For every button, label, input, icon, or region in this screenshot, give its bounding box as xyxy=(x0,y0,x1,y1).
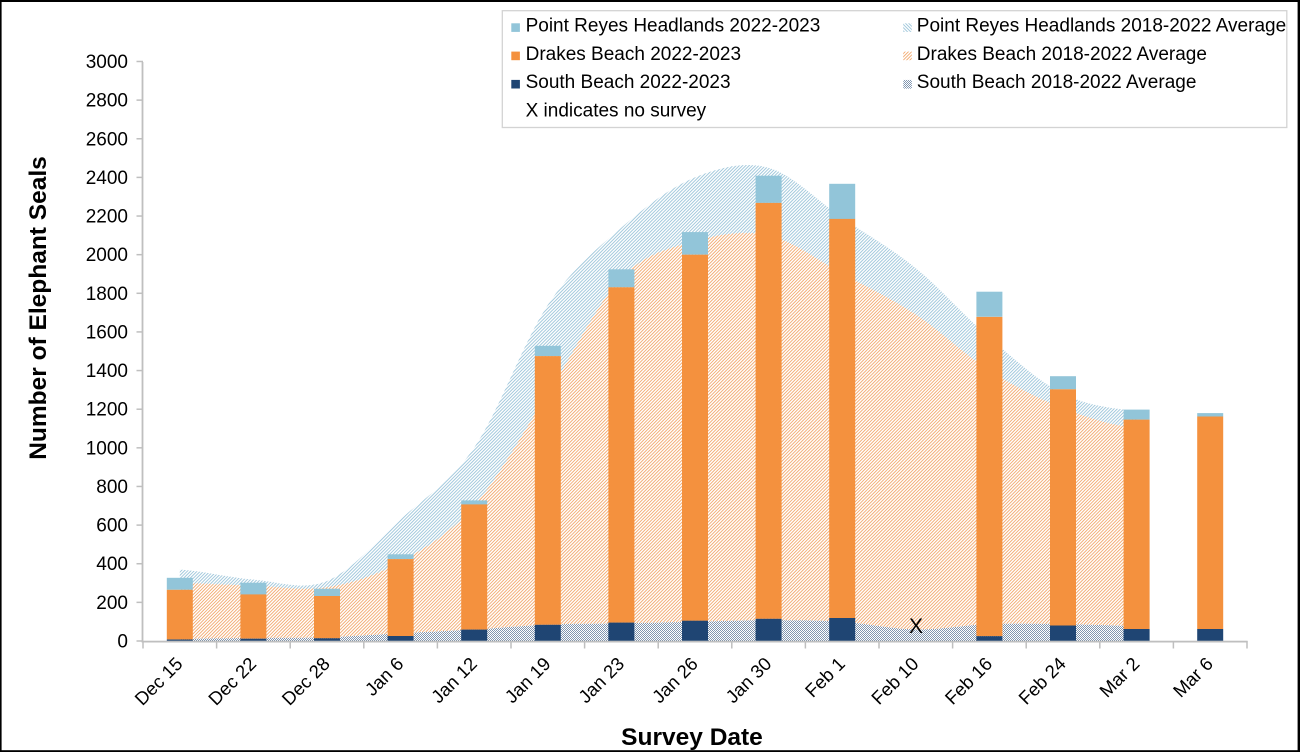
svg-text:X: X xyxy=(909,615,923,638)
svg-text:2800: 2800 xyxy=(86,91,128,112)
svg-text:1600: 1600 xyxy=(86,322,128,343)
svg-text:2200: 2200 xyxy=(86,207,128,228)
svg-text:2000: 2000 xyxy=(86,245,128,266)
svg-text:Drakes Beach 2022-2023: Drakes Beach 2022-2023 xyxy=(526,44,741,65)
svg-text:0: 0 xyxy=(117,632,128,653)
svg-text:800: 800 xyxy=(96,477,128,498)
svg-text:Number of Elephant Seals: Number of Elephant Seals xyxy=(25,156,52,460)
svg-text:600: 600 xyxy=(96,516,128,537)
svg-text:1200: 1200 xyxy=(86,400,128,421)
svg-text:3000: 3000 xyxy=(86,52,128,73)
svg-text:X indicates no survey: X indicates no survey xyxy=(526,101,707,122)
svg-text:Drakes Beach 2018-2022 Average: Drakes Beach 2018-2022 Average xyxy=(917,44,1207,65)
svg-text:1000: 1000 xyxy=(86,438,128,459)
svg-text:2600: 2600 xyxy=(86,129,128,150)
svg-text:Point Reyes Headlands 2022-202: Point Reyes Headlands 2022-2023 xyxy=(526,16,821,37)
svg-text:Survey Date: Survey Date xyxy=(621,724,763,751)
svg-text:Point Reyes Headlands 2018-202: Point Reyes Headlands 2018-2022 Average xyxy=(917,16,1286,37)
svg-text:1400: 1400 xyxy=(86,361,128,382)
svg-text:400: 400 xyxy=(96,554,128,575)
svg-text:South Beach 2022-2023: South Beach 2022-2023 xyxy=(526,72,731,93)
svg-text:2400: 2400 xyxy=(86,168,128,189)
svg-text:South Beach 2018-2022 Average: South Beach 2018-2022 Average xyxy=(917,72,1197,93)
svg-text:200: 200 xyxy=(96,593,128,614)
svg-text:1800: 1800 xyxy=(86,284,128,305)
